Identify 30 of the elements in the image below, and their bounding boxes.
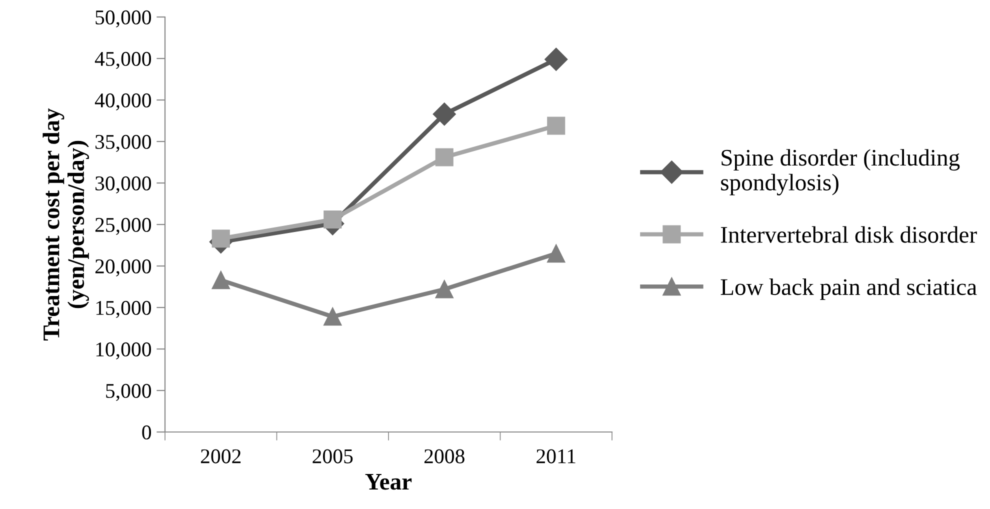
point bbox=[547, 116, 566, 135]
y-tick-label: 30,000 bbox=[96, 176, 152, 194]
legend-label: Intervertebral disk disorder bbox=[720, 226, 977, 243]
x-axis-title: Year bbox=[365, 474, 412, 490]
y-tick-label: 10,000 bbox=[96, 342, 152, 360]
legend-label: Low back pain and sciatica bbox=[720, 278, 977, 300]
legend-label: Spine disorder (including spondylosis) bbox=[721, 149, 960, 196]
point bbox=[324, 308, 342, 326]
point bbox=[435, 148, 454, 166]
point bbox=[212, 230, 230, 248]
x-tick-label: 2002 bbox=[200, 449, 241, 464]
y-tick-label: 15,000 bbox=[96, 300, 152, 318]
y-axis-title: Treatment cost per day (yen/person/day) bbox=[42, 108, 89, 341]
x-tick-label: 2005 bbox=[312, 449, 353, 464]
point bbox=[324, 210, 342, 229]
y-tick-label: 5,000 bbox=[106, 384, 152, 401]
y-tick-label: 35,000 bbox=[96, 134, 152, 152]
point bbox=[547, 244, 566, 263]
y-tick-label: 50,000 bbox=[96, 10, 152, 28]
point bbox=[435, 280, 454, 298]
y-tick-label: 20,000 bbox=[95, 259, 152, 276]
point bbox=[212, 271, 230, 290]
point bbox=[544, 48, 568, 71]
x-tick-label: 2008 bbox=[424, 449, 464, 464]
y-tick-label: 0 bbox=[142, 425, 152, 440]
x-tick-label: 2011 bbox=[536, 449, 576, 464]
y-tick-label: 25,000 bbox=[95, 218, 152, 235]
y-tick-label: 45,000 bbox=[94, 52, 152, 69]
point bbox=[432, 102, 456, 126]
y-tick-label: 40,000 bbox=[94, 93, 152, 110]
